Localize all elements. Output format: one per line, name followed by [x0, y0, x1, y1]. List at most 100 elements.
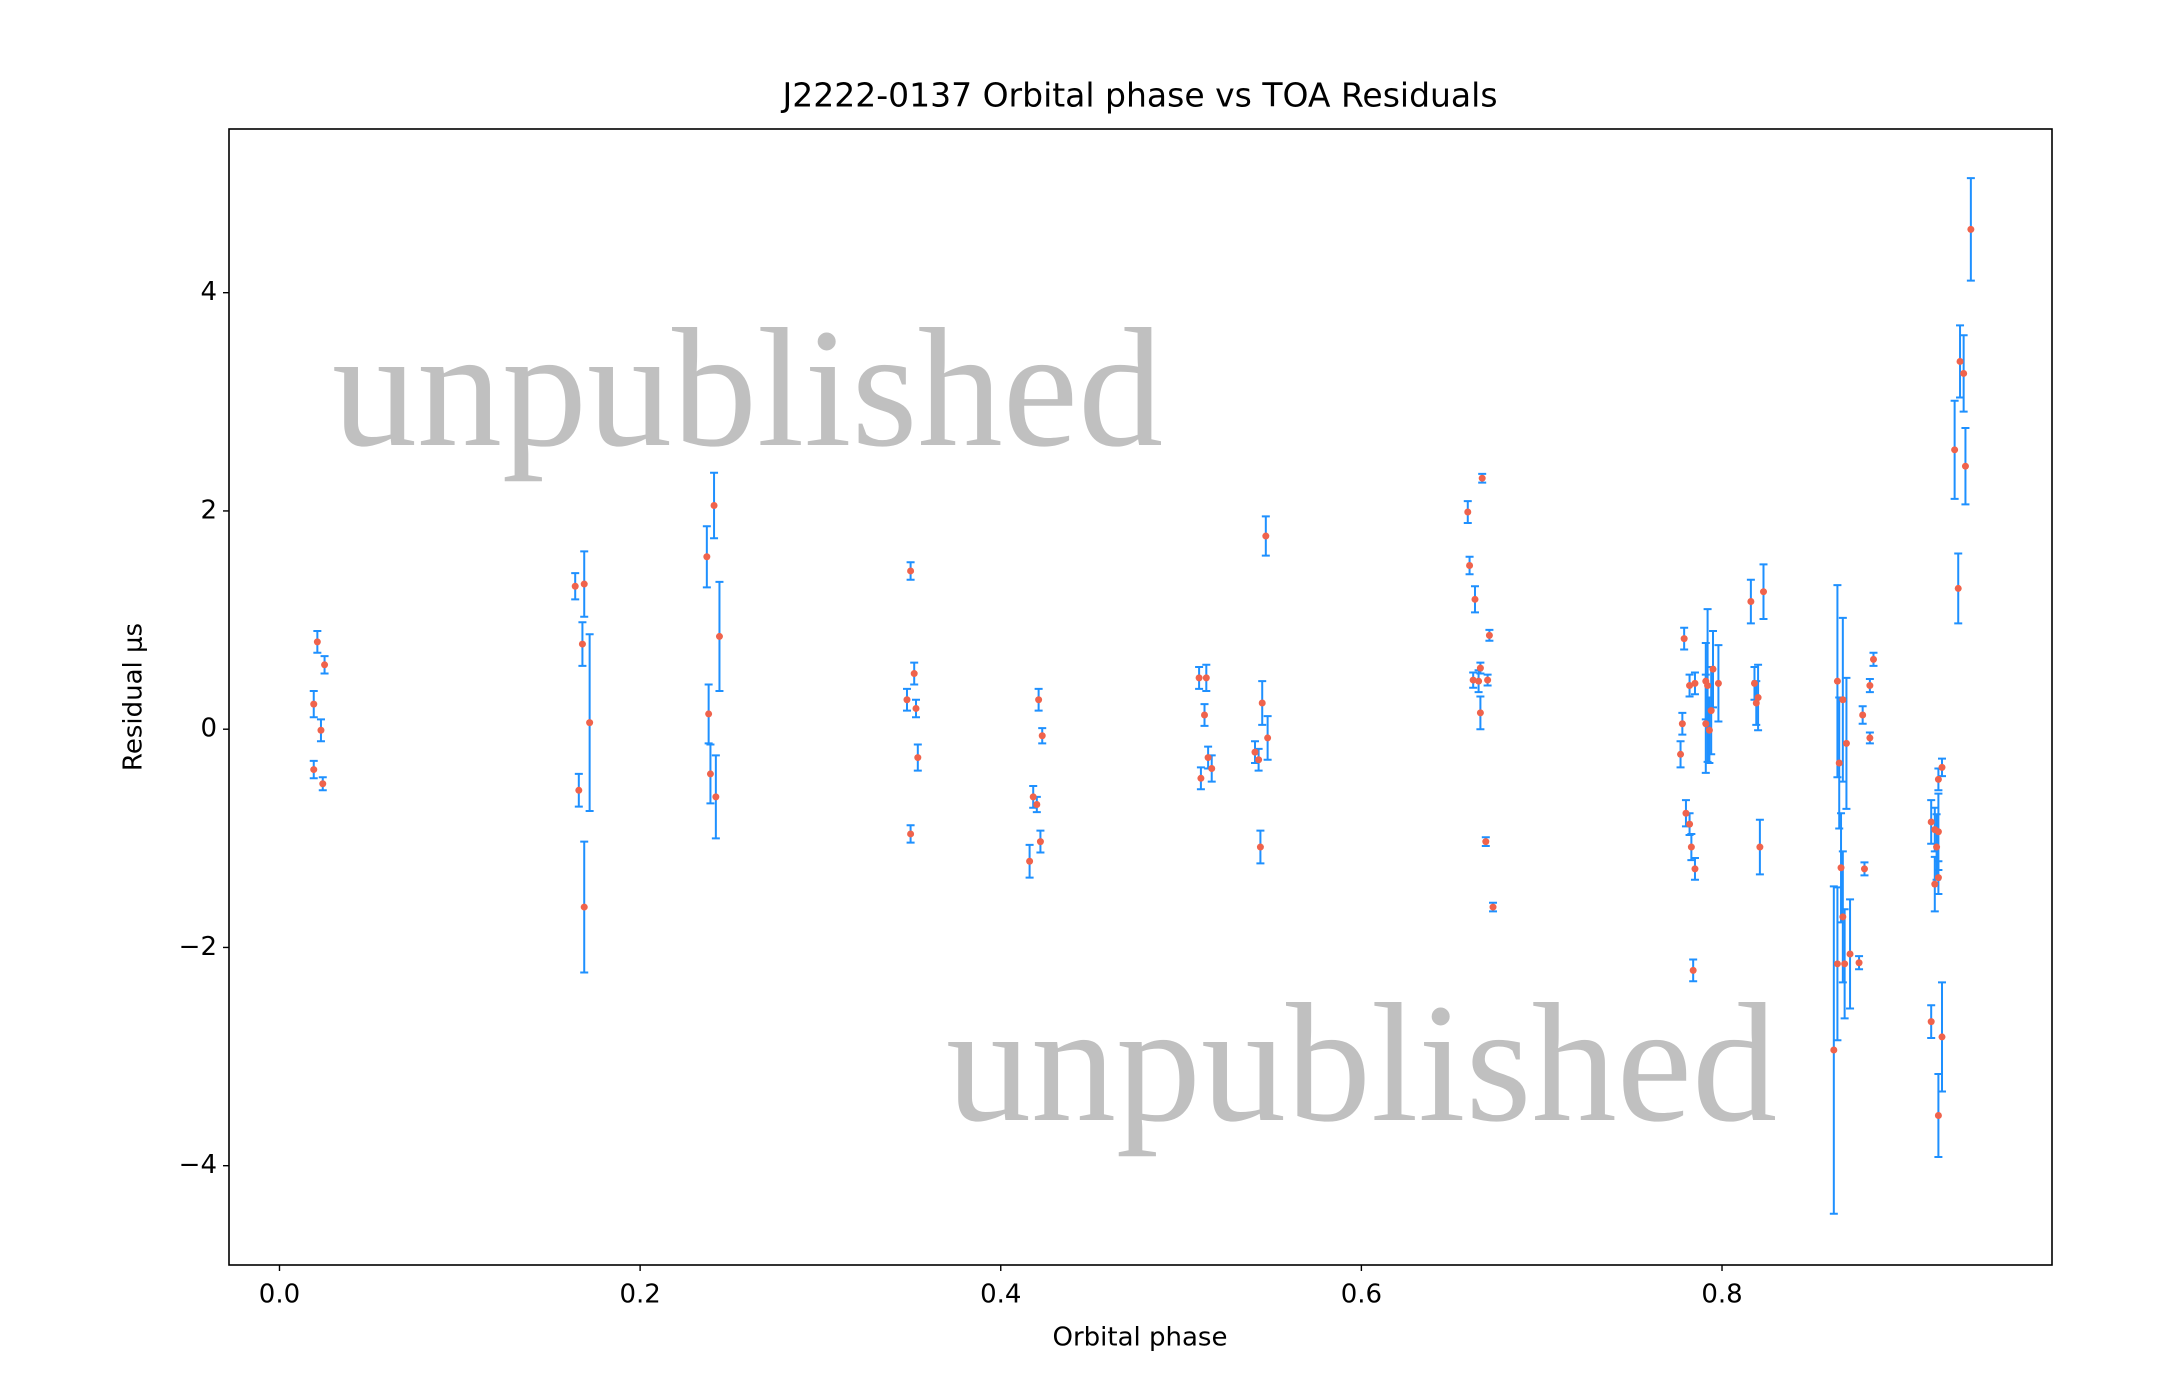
data-point — [310, 700, 318, 708]
data-point — [1476, 709, 1484, 717]
x-tick-label: 0.8 — [1701, 1280, 1742, 1310]
data-point — [705, 710, 713, 718]
x-tick-label: 0.6 — [1341, 1280, 1382, 1310]
data-point — [1839, 913, 1847, 921]
data-point — [1934, 828, 1942, 836]
data-point — [580, 903, 588, 911]
data-point — [1837, 864, 1845, 872]
data-point — [1262, 532, 1270, 540]
data-point — [706, 770, 714, 778]
data-point — [1464, 508, 1472, 516]
data-point — [910, 670, 918, 678]
data-point — [1759, 588, 1767, 596]
data-point — [1956, 357, 1964, 365]
chart-title: J2222-0137 Orbital phase vs TOA Residual… — [780, 76, 1497, 115]
data-point — [321, 661, 329, 669]
data-point — [715, 632, 723, 640]
data-point — [310, 766, 318, 774]
data-point — [1931, 880, 1939, 888]
x-tick-label: 0.4 — [980, 1280, 1021, 1310]
data-point — [712, 793, 720, 801]
data-point — [1855, 959, 1863, 967]
data-point — [319, 780, 327, 788]
data-point — [578, 640, 586, 648]
data-point — [1934, 874, 1942, 882]
x-tick-label: 0.0 — [259, 1280, 300, 1310]
data-point — [1927, 818, 1935, 826]
data-point — [586, 719, 594, 727]
data-point — [1489, 903, 1497, 911]
data-point — [1754, 694, 1762, 702]
data-point — [1707, 707, 1715, 715]
x-tick-label: 0.2 — [619, 1280, 660, 1310]
y-tick-label: 0 — [200, 714, 217, 744]
data-point — [1026, 857, 1034, 865]
data-point — [1860, 865, 1868, 873]
data-point — [1702, 720, 1710, 728]
data-point — [1967, 225, 1975, 233]
data-point — [1469, 676, 1477, 684]
data-point — [1476, 664, 1484, 672]
data-point — [1689, 966, 1697, 974]
data-point — [571, 582, 579, 590]
data-point — [1859, 711, 1867, 719]
data-point — [313, 638, 321, 646]
data-point — [317, 726, 325, 734]
data-point — [914, 754, 922, 762]
data-point — [1478, 474, 1486, 482]
data-point — [1938, 1033, 1946, 1041]
data-point — [580, 580, 588, 588]
data-point — [1482, 838, 1490, 846]
data-point — [912, 704, 920, 712]
data-point — [1835, 759, 1843, 767]
data-point — [1251, 748, 1259, 756]
data-point — [575, 786, 583, 794]
data-point — [1256, 843, 1264, 851]
y-tick-label: −2 — [179, 932, 217, 962]
data-point — [1951, 446, 1959, 454]
data-point — [1691, 865, 1699, 873]
data-point — [1466, 562, 1474, 570]
data-point — [703, 553, 711, 561]
data-point — [1682, 809, 1690, 817]
watermark: unpublished — [332, 294, 1163, 482]
data-point — [1475, 677, 1483, 685]
y-tick-label: −4 — [179, 1150, 217, 1180]
data-point — [710, 501, 718, 509]
data-point — [1704, 682, 1712, 690]
data-point — [1756, 843, 1764, 851]
data-point — [1934, 1111, 1942, 1119]
y-tick-label: 4 — [200, 277, 217, 307]
data-point — [1841, 960, 1849, 968]
data-point — [1691, 679, 1699, 687]
data-point — [1842, 739, 1850, 747]
plot-frame — [228, 128, 2053, 1266]
data-point — [1258, 699, 1266, 707]
data-point — [1938, 763, 1946, 771]
data-point — [1866, 682, 1874, 690]
data-point — [1747, 598, 1755, 606]
data-point — [903, 696, 911, 704]
data-point — [1705, 726, 1713, 734]
y-tick-label: 2 — [200, 495, 217, 525]
data-point — [1036, 838, 1044, 846]
data-point — [1934, 775, 1942, 783]
data-point — [1750, 679, 1758, 687]
data-point — [1960, 369, 1968, 377]
data-point — [1208, 764, 1216, 772]
data-point — [1195, 674, 1203, 682]
data-point — [1485, 631, 1493, 639]
data-point — [1961, 462, 1969, 470]
data-point — [1197, 774, 1205, 782]
data-point — [1686, 682, 1694, 690]
data-point — [1686, 820, 1694, 828]
data-point — [1471, 595, 1479, 603]
data-point — [907, 567, 915, 575]
data-point — [1687, 843, 1695, 851]
data-point — [1752, 699, 1760, 707]
data-point — [1866, 734, 1874, 742]
data-point — [1677, 750, 1685, 758]
watermark: unpublished — [946, 969, 1777, 1157]
data-point — [907, 830, 915, 838]
